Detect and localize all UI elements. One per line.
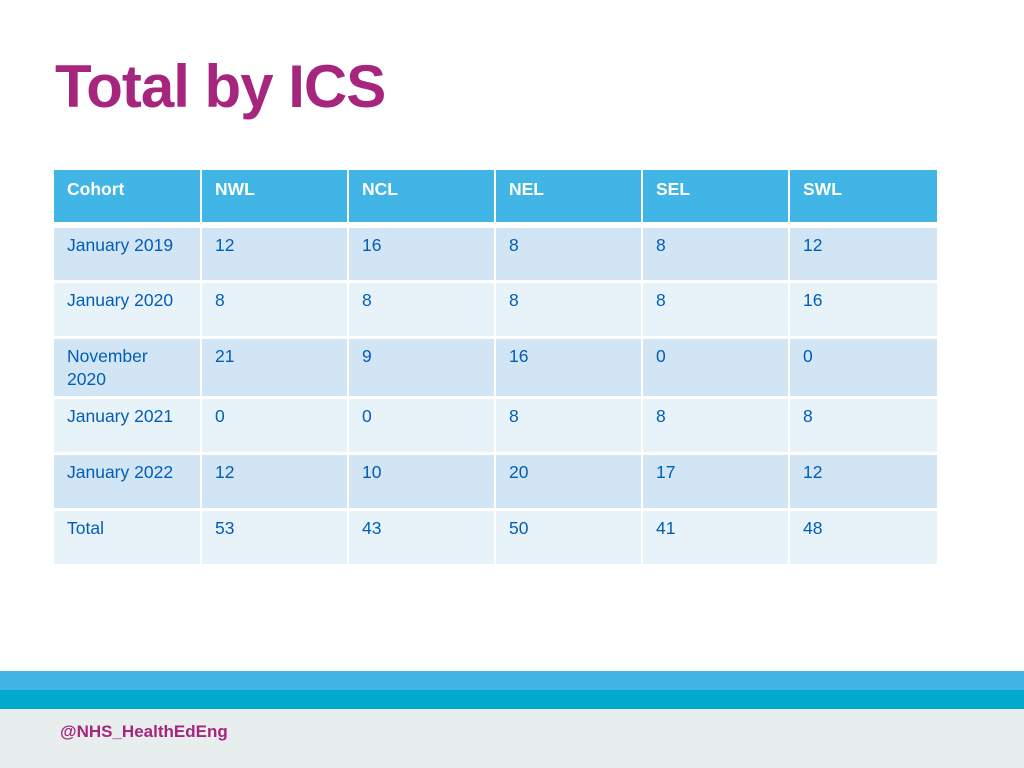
footer-band-aqua [0, 690, 1024, 709]
table-cell: 12 [789, 453, 937, 511]
table-cell: 8 [789, 397, 937, 455]
column-header-nel: NEL [495, 170, 643, 228]
table-header-row: Cohort NWL NCL NEL SEL SWL [54, 170, 937, 228]
table-row: January 2021 0 0 8 8 8 [54, 397, 937, 455]
table-cell: 17 [642, 453, 790, 511]
table-cell: 10 [348, 453, 496, 511]
table-cell: 21 [201, 337, 349, 399]
table-row: November 2020 21 9 16 0 0 [54, 337, 937, 399]
column-header-cohort: Cohort [54, 170, 202, 228]
table-row: January 2020 8 8 8 8 16 [54, 281, 937, 339]
table-cell: 0 [348, 397, 496, 455]
table-cell: 8 [642, 225, 790, 283]
table-cell: 0 [789, 337, 937, 399]
cohort-cell: January 2021 [54, 397, 202, 455]
table-cell: 8 [642, 281, 790, 339]
table-cell: 8 [495, 281, 643, 339]
table-cell: 16 [789, 281, 937, 339]
table-cell: 12 [201, 453, 349, 511]
table-cell: 0 [201, 397, 349, 455]
table-cell: 9 [348, 337, 496, 399]
table-cell: 53 [201, 509, 349, 567]
ics-table: Cohort NWL NCL NEL SEL SWL January 2019 … [54, 170, 937, 567]
table-row: January 2022 12 10 20 17 12 [54, 453, 937, 511]
table-cell: 8 [348, 281, 496, 339]
table-cell: 41 [642, 509, 790, 567]
table-cell: 8 [495, 397, 643, 455]
footer-band-light [0, 671, 1024, 690]
table-cell: 0 [642, 337, 790, 399]
table-cell: 16 [495, 337, 643, 399]
table-cell: 12 [201, 225, 349, 283]
page-title: Total by ICS [55, 53, 386, 120]
cohort-cell: November 2020 [54, 337, 202, 399]
footer [0, 709, 1024, 768]
column-header-sel: SEL [642, 170, 790, 228]
column-header-nwl: NWL [201, 170, 349, 228]
column-header-swl: SWL [789, 170, 937, 228]
table-cell: 8 [495, 225, 643, 283]
table-cell: 43 [348, 509, 496, 567]
cohort-cell: January 2022 [54, 453, 202, 511]
cohort-cell: Total [54, 509, 202, 567]
table-cell: 48 [789, 509, 937, 567]
table-cell: 8 [642, 397, 790, 455]
table-cell: 12 [789, 225, 937, 283]
table-cell: 20 [495, 453, 643, 511]
table-cell: 8 [201, 281, 349, 339]
cohort-cell: January 2020 [54, 281, 202, 339]
table-row: January 2019 12 16 8 8 12 [54, 225, 937, 283]
twitter-handle: @NHS_HealthEdEng [60, 722, 228, 741]
table-row-total: Total 53 43 50 41 48 [54, 509, 937, 567]
table-cell: 16 [348, 225, 496, 283]
table-cell: 50 [495, 509, 643, 567]
column-header-ncl: NCL [348, 170, 496, 228]
cohort-cell: January 2019 [54, 225, 202, 283]
